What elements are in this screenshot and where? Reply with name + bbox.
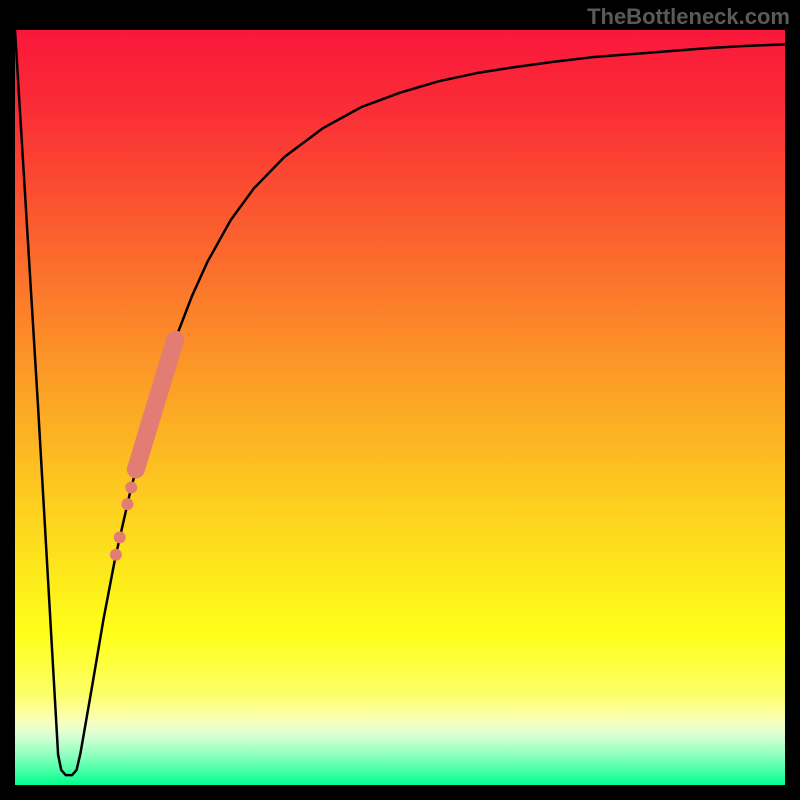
chart-svg — [0, 0, 800, 800]
bottleneck-chart: TheBottleneck.com — [0, 0, 800, 800]
watermark-text: TheBottleneck.com — [587, 4, 790, 30]
